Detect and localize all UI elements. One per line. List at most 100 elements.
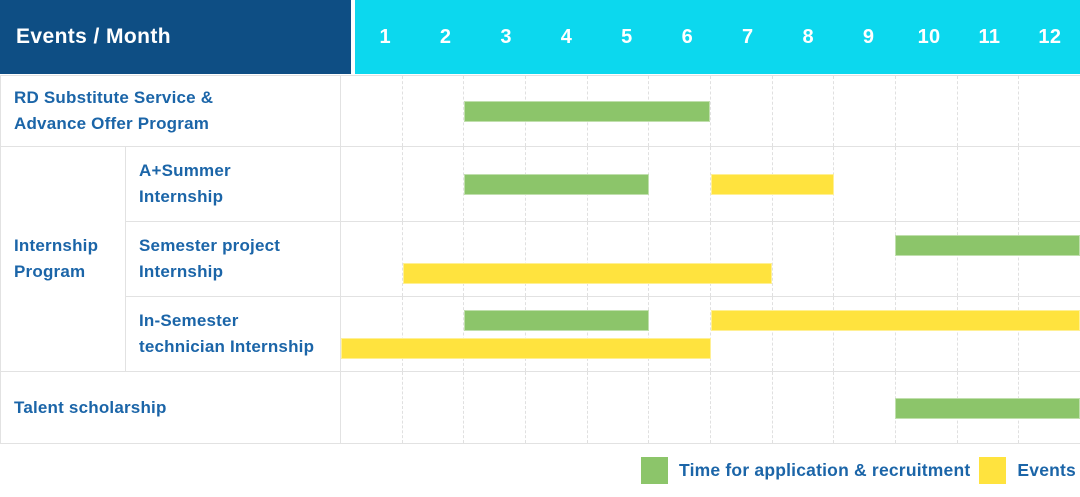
month-column	[648, 222, 710, 296]
row-label-line: Internship	[139, 259, 340, 285]
month-column	[957, 76, 1019, 146]
row-label-line: RD Substitute Service &	[14, 85, 340, 111]
row-label-line: Advance Offer Program	[14, 111, 340, 137]
month-column	[341, 297, 402, 371]
table-row-talent-scholarship: Talent scholarship	[1, 371, 1080, 443]
month-column	[833, 76, 895, 146]
row-label-line: A+Summer	[139, 158, 340, 184]
month-column	[525, 222, 587, 296]
application-recruitment-bar	[464, 101, 710, 122]
row-label-line: technician Internship	[139, 334, 340, 360]
month-column	[587, 297, 649, 371]
month-column	[957, 147, 1019, 221]
month-header-3: 3	[476, 0, 536, 74]
month-gridlines	[341, 297, 1080, 371]
chart-region-in-semester-technician-internship	[341, 297, 1080, 371]
month-column	[402, 76, 464, 146]
chart-region-a-summer-internship	[341, 147, 1080, 221]
month-column	[895, 222, 957, 296]
month-column	[648, 372, 710, 443]
month-column	[525, 297, 587, 371]
month-header-11: 11	[959, 0, 1019, 74]
month-column	[587, 372, 649, 443]
month-column	[525, 372, 587, 443]
month-column	[402, 147, 464, 221]
row-label-line: In-Semester	[139, 308, 340, 334]
chart-region-rd-substitute-service-advance-offer-program	[341, 76, 1080, 146]
month-column	[341, 222, 402, 296]
month-column	[463, 297, 525, 371]
month-column	[402, 222, 464, 296]
legend-item-green: Time for application & recruitment	[641, 457, 970, 484]
month-column	[402, 297, 464, 371]
chart-region-semester-project-internship	[341, 222, 1080, 296]
application-recruitment-bar	[464, 310, 649, 331]
row-label-line: Internship	[14, 233, 125, 259]
events-bar	[341, 338, 711, 359]
events-bar	[711, 174, 834, 195]
month-header-5: 5	[597, 0, 657, 74]
month-column	[648, 297, 710, 371]
month-column	[463, 222, 525, 296]
table-body: RD Substitute Service &Advance Offer Pro…	[0, 75, 1080, 444]
row-label-line: Internship	[139, 184, 340, 210]
row-label-rd-substitute-service-advance-offer-program: RD Substitute Service &Advance Offer Pro…	[1, 76, 341, 146]
month-column	[772, 297, 834, 371]
month-header-10: 10	[899, 0, 959, 74]
month-header-8: 8	[778, 0, 838, 74]
month-column	[833, 372, 895, 443]
month-header-7: 7	[718, 0, 778, 74]
month-column	[1018, 147, 1080, 221]
month-column	[833, 147, 895, 221]
month-gridlines	[341, 222, 1080, 296]
month-column	[402, 372, 464, 443]
month-header-2: 2	[415, 0, 475, 74]
legend: Time for application & recruitment Events	[0, 444, 1080, 497]
month-column	[895, 147, 957, 221]
month-column	[957, 297, 1019, 371]
month-header-6: 6	[657, 0, 717, 74]
month-header-4: 4	[536, 0, 596, 74]
month-gridlines	[341, 76, 1080, 146]
month-column	[341, 147, 402, 221]
chart-region-talent-scholarship	[341, 372, 1080, 443]
row-label-line: Program	[14, 259, 125, 285]
month-column	[341, 372, 402, 443]
row-label-line: Semester project	[139, 233, 340, 259]
month-column	[341, 76, 402, 146]
month-column	[710, 297, 772, 371]
application-recruitment-bar	[895, 235, 1080, 256]
month-column	[772, 372, 834, 443]
month-column	[957, 222, 1019, 296]
month-header-1: 1	[355, 0, 415, 74]
month-column	[710, 372, 772, 443]
legend-label: Events	[1017, 460, 1076, 481]
month-header-12: 12	[1020, 0, 1080, 74]
application-recruitment-bar	[464, 174, 649, 195]
month-header-9: 9	[838, 0, 898, 74]
month-column	[1018, 76, 1080, 146]
yellow-legend-swatch	[979, 457, 1006, 484]
legend-item-yellow: Events	[979, 457, 1076, 484]
month-column	[710, 76, 772, 146]
month-column	[772, 76, 834, 146]
row-label-talent-scholarship: Talent scholarship	[1, 372, 341, 443]
table-row-rd-substitute-service-advance-offer-program: RD Substitute Service &Advance Offer Pro…	[1, 76, 1080, 146]
month-column	[587, 222, 649, 296]
green-legend-swatch	[641, 457, 668, 484]
month-column	[648, 147, 710, 221]
month-column	[1018, 297, 1080, 371]
month-column	[833, 297, 895, 371]
row-label-line: Talent scholarship	[14, 395, 340, 421]
